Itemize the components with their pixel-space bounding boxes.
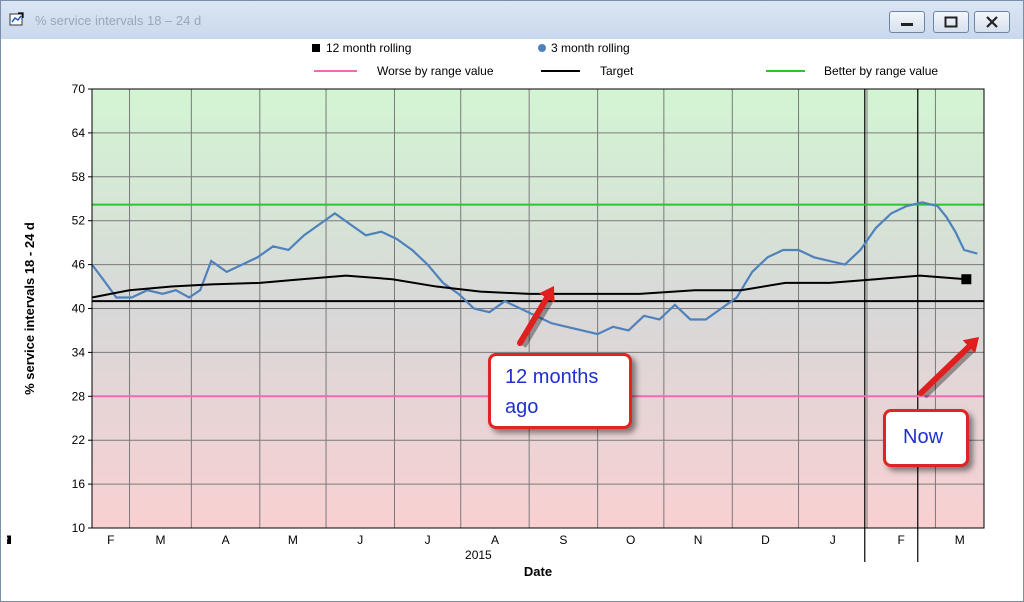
- x-tick-label: S: [559, 533, 567, 547]
- callout-now-text: Now: [903, 426, 944, 448]
- x-tick-label: M: [7, 533, 12, 547]
- x-tick-label: O: [626, 533, 635, 547]
- legend-worse-label: Worse by range value: [377, 64, 494, 78]
- chart-area: FMAMJJASONDJFMAMJJASONDJF201520161016222…: [7, 39, 1017, 595]
- x-tick-label: F: [107, 533, 114, 547]
- arrow-now-shadow: [921, 347, 975, 399]
- y-tick-label: 28: [72, 389, 86, 403]
- x-axis-title: Date: [524, 564, 552, 579]
- y-tick-label: 10: [72, 521, 86, 535]
- x-tick-label: D: [7, 533, 12, 547]
- y-tick-label: 46: [72, 258, 86, 272]
- x-tick-label: J: [357, 533, 363, 547]
- x-tick-label: M: [155, 533, 165, 547]
- legend-better-label: Better by range value: [824, 64, 938, 78]
- arrow-12-months-ago: [517, 295, 550, 346]
- series-12-month-rolling: [91, 274, 967, 299]
- arrow-now: [918, 343, 972, 396]
- legend-target-label: Target: [600, 64, 634, 78]
- x-tick-label: N: [694, 533, 703, 547]
- legend-12-month-marker: [312, 44, 320, 52]
- y-tick-label: 34: [72, 345, 86, 359]
- legend-12-month-label: 12 month rolling: [326, 41, 411, 55]
- maximize-icon: [944, 16, 958, 28]
- arrow-12-months-ago-shadow: [519, 299, 553, 348]
- x-tick-label: D: [761, 533, 770, 547]
- minimize-icon: [901, 23, 913, 26]
- series-12-month-end-marker: [961, 274, 972, 285]
- x-tick-label: A: [491, 533, 499, 547]
- line-chart: FMAMJJASONDJFMAMJJASONDJF201520161016222…: [7, 41, 985, 579]
- y-tick-label: 64: [72, 126, 86, 140]
- chart-app-icon: [9, 12, 24, 26]
- y-tick-label: 70: [72, 82, 86, 96]
- title-bar[interactable]: % service intervals 18 – 24 d: [1, 1, 1023, 39]
- y-tick-label: 52: [72, 214, 86, 228]
- maximize-button[interactable]: [933, 11, 969, 33]
- x-tick-label: S: [7, 533, 11, 547]
- window-title: % service intervals 18 – 24 d: [35, 13, 202, 28]
- y-axis-title: % service intervals 18 - 24 d: [22, 222, 37, 395]
- x-tick-label: N: [7, 533, 11, 547]
- arrow-12-months-ago-head: [539, 286, 555, 303]
- x-tick-label: A: [222, 533, 230, 547]
- x-year-label: 2015: [465, 548, 492, 562]
- x-tick-label: M: [288, 533, 298, 547]
- x-tick-label: J: [7, 533, 10, 547]
- x-tick-label: F: [898, 533, 905, 547]
- x-tick-label: J: [830, 533, 836, 547]
- x-tick-label: F: [7, 533, 11, 547]
- close-icon: [986, 16, 998, 28]
- x-tick-label: O: [7, 533, 12, 547]
- y-tick-label: 40: [72, 302, 86, 316]
- legend-3-month-marker: [538, 44, 546, 52]
- callout-now: Now: [883, 409, 969, 467]
- callout-12-months-line1: 12 months: [505, 366, 599, 388]
- x-tick-label: A: [7, 533, 11, 547]
- legend-3-month-label: 3 month rolling: [551, 41, 630, 55]
- x-tick-label: J: [7, 533, 10, 547]
- x-tick-label: J: [7, 533, 10, 547]
- callout-12-months-line2: ago: [505, 396, 539, 418]
- close-button[interactable]: [974, 11, 1010, 33]
- arrow-now-head: [962, 337, 979, 354]
- x-tick-label: A: [7, 533, 11, 547]
- callout-12-months-ago: 12 months ago: [488, 353, 632, 429]
- x-tick-label: M: [955, 533, 965, 547]
- plot-border: [91, 88, 985, 529]
- y-tick-label: 22: [72, 433, 86, 447]
- x-tick-label: J: [425, 533, 431, 547]
- y-tick-label: 16: [72, 477, 86, 491]
- minimize-button[interactable]: [889, 11, 925, 33]
- y-tick-label: 58: [72, 170, 86, 184]
